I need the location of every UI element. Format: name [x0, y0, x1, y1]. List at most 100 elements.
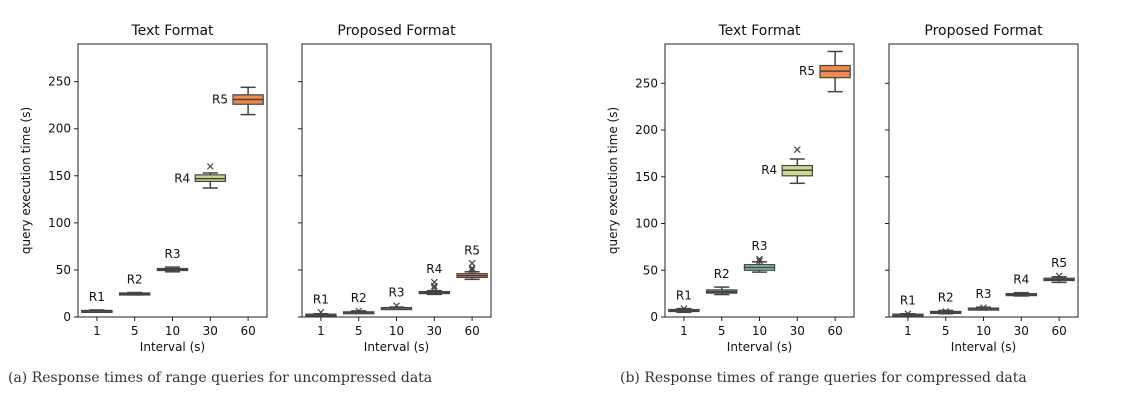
box-r1 [892, 310, 924, 318]
panel-title: Proposed Format [337, 23, 456, 39]
x-tick-label: 5 [355, 324, 363, 338]
panel-title: Text Format [130, 23, 214, 39]
x-tick-label: 5 [131, 324, 139, 338]
box-label: R3 [752, 239, 768, 253]
x-tick-label: 60 [1051, 324, 1066, 338]
x-tick-label: 30 [427, 324, 442, 338]
box-label: R4 [426, 262, 442, 276]
box-r2 [705, 286, 738, 296]
box-label: R3 [976, 287, 992, 301]
outlier-marker [430, 284, 438, 292]
panel-title: Proposed Format [924, 23, 1043, 39]
box-label: R3 [165, 247, 181, 261]
box-label: R4 [1013, 273, 1029, 287]
y-tick-label: 100 [48, 216, 71, 230]
outlier-marker [206, 162, 214, 170]
outlier-marker [980, 304, 987, 312]
panel-2 [298, 43, 492, 321]
x-tick-label: 60 [240, 324, 255, 338]
plot-frame [888, 43, 1079, 318]
box-label: R4 [174, 172, 190, 186]
x-tick-label: 60 [827, 324, 842, 338]
panel-4 [885, 43, 1079, 321]
x-tick-label: 10 [752, 324, 767, 338]
y-tick-label: 50 [56, 263, 71, 277]
box-r2 [118, 291, 151, 296]
x-tick-label: 30 [1014, 324, 1029, 338]
box-r5 [456, 259, 488, 281]
plot-frame [77, 43, 268, 318]
box-label: R1 [676, 289, 692, 303]
y-tick-label: 100 [635, 217, 658, 231]
x-axis-label: Interval (s) [140, 340, 205, 354]
y-tick-label: 250 [635, 76, 658, 90]
panel-title: Text Format [717, 23, 801, 39]
x-tick-label: 10 [165, 324, 180, 338]
outlier-marker [680, 305, 688, 313]
outlier-marker [793, 146, 801, 154]
x-tick-label: 30 [203, 324, 218, 338]
outlier-marker [430, 278, 438, 286]
y-tick-label: 0 [650, 310, 658, 324]
x-tick-label: 5 [942, 324, 950, 338]
x-tick-label: 30 [790, 324, 805, 338]
panel-1 [74, 43, 268, 321]
outlier-marker [393, 302, 400, 310]
x-tick-label: 1 [93, 324, 101, 338]
x-tick-label: 1 [680, 324, 688, 338]
box-r1 [81, 309, 113, 314]
outlier-marker [355, 307, 363, 315]
box-label: R2 [714, 267, 730, 281]
box-r5 [1043, 272, 1075, 284]
x-axis-label: Interval (s) [727, 340, 792, 354]
box-r4 [781, 146, 814, 185]
box-r3 [156, 266, 189, 273]
x-axis-label: Interval (s) [364, 340, 429, 354]
y-tick-label: 200 [48, 122, 71, 136]
box-r1 [305, 308, 337, 317]
x-tick-label: 1 [317, 324, 325, 338]
caption-b: (b) Response times of range queries for … [620, 370, 1027, 386]
outlier-marker [1055, 272, 1063, 280]
box-label: R3 [389, 286, 405, 300]
x-tick-label: 10 [389, 324, 404, 338]
plot-frame [664, 43, 855, 318]
box-r4 [418, 278, 451, 296]
panel-3 [661, 43, 855, 321]
box-r4 [194, 162, 227, 189]
box-label: R4 [761, 163, 777, 177]
outlier-marker [756, 255, 763, 263]
y-tick-label: 150 [635, 170, 658, 184]
box-label: R2 [351, 291, 367, 305]
box-r1 [668, 305, 700, 314]
y-tick-label: 0 [63, 310, 71, 324]
box-label: R5 [1051, 256, 1067, 270]
outlier-marker [468, 266, 476, 274]
y-tick-label: 150 [48, 169, 71, 183]
x-tick-label: 1 [904, 324, 912, 338]
outlier-marker [317, 308, 325, 316]
box-r5 [819, 50, 851, 93]
outlier-marker [756, 257, 763, 265]
y-axis-label: query execution time (s) [19, 107, 33, 254]
box-label: R1 [89, 290, 105, 304]
y-tick-label: 250 [48, 75, 71, 89]
box-label: R5 [799, 64, 815, 78]
box-r5 [232, 86, 264, 116]
box-label: R2 [127, 273, 143, 287]
box-r2 [929, 307, 962, 315]
box-label: R2 [938, 290, 954, 304]
outlier-marker [904, 310, 912, 318]
x-tick-label: 10 [976, 324, 991, 338]
y-tick-label: 200 [635, 123, 658, 137]
y-axis-label: query execution time (s) [606, 107, 620, 254]
box-r2 [342, 307, 375, 315]
box-r3 [743, 255, 776, 273]
box-label: R5 [212, 93, 228, 107]
box-r4 [1005, 291, 1038, 297]
outlier-marker [468, 259, 476, 267]
outlier-marker [942, 307, 950, 315]
x-tick-label: 5 [718, 324, 726, 338]
y-tick-label: 50 [643, 263, 658, 277]
